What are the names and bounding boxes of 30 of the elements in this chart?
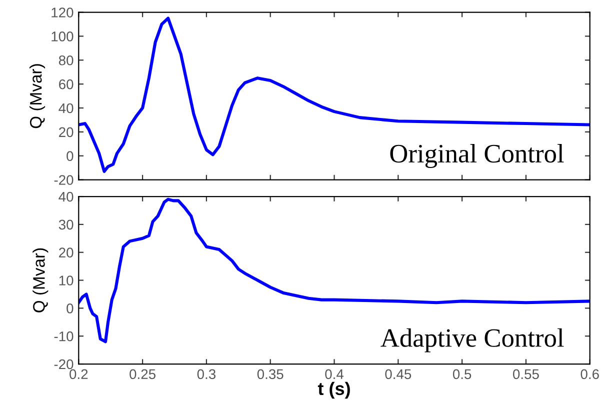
y-axis-title: Q (Mvar) xyxy=(32,248,48,312)
y-axis-title: Q (Mvar) xyxy=(30,64,46,128)
y-tick-label: 80 xyxy=(58,55,74,66)
y-tick-label: -10 xyxy=(54,331,74,342)
y-tick-label: 40 xyxy=(58,192,74,202)
y-tick-label: 60 xyxy=(59,79,74,90)
y-tick-label: -20 xyxy=(54,175,74,185)
x-tick-label: 0.3 xyxy=(197,369,216,380)
x-tick-label: 0.6 xyxy=(580,369,599,380)
line-series xyxy=(78,16,590,173)
y-tick-label: 10 xyxy=(59,276,74,286)
x-tick-label: 0.2 xyxy=(70,369,88,380)
y-tick-label: 0 xyxy=(66,151,74,162)
y-tick-label: 30 xyxy=(58,220,74,230)
y-tick-label: -20 xyxy=(54,359,74,370)
y-tick-label: 20 xyxy=(59,248,74,258)
x-tick-label: 0.4 xyxy=(325,369,344,380)
x-tick-label: 0.35 xyxy=(257,369,284,380)
x-tick-label: 0.25 xyxy=(130,369,156,380)
x-tick-label: 0.45 xyxy=(385,369,412,380)
x-tick-label: 0.55 xyxy=(513,369,539,380)
y-tick-label: 0 xyxy=(66,304,74,314)
y-tick-label: 120 xyxy=(52,8,74,18)
x-tick-label: 0.5 xyxy=(452,369,472,380)
annotation: Adaptive Control xyxy=(380,328,564,352)
y-tick-label: 20 xyxy=(59,127,74,138)
y-tick-label: 40 xyxy=(58,103,74,114)
annotation: Original Control xyxy=(390,144,564,168)
y-tick-label: 100 xyxy=(52,32,74,42)
x-axis-title: t (s) xyxy=(318,382,350,399)
